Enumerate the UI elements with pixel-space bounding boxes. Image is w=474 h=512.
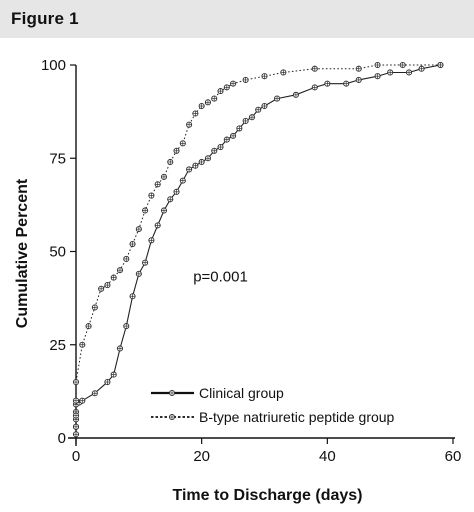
data-point xyxy=(72,431,80,438)
data-point xyxy=(217,144,224,151)
data-point xyxy=(223,84,230,91)
data-point xyxy=(91,390,98,397)
legend-label: B-type natriuretic peptide group xyxy=(199,409,395,425)
data-point xyxy=(116,267,124,274)
data-point xyxy=(437,61,444,69)
data-point xyxy=(198,102,205,110)
data-point xyxy=(248,114,255,121)
data-point xyxy=(387,69,394,76)
data-point xyxy=(192,162,199,169)
data-point xyxy=(142,207,149,214)
data-point xyxy=(123,323,130,330)
data-point xyxy=(186,121,193,128)
data-point xyxy=(374,73,381,80)
data-point xyxy=(292,91,299,98)
figure-header: Figure 1 xyxy=(0,0,474,38)
data-point xyxy=(261,102,268,110)
data-point xyxy=(160,173,168,180)
data-point xyxy=(311,65,318,72)
data-point xyxy=(374,61,381,69)
data-point xyxy=(110,371,117,378)
data-point xyxy=(399,61,406,69)
data-point xyxy=(135,270,142,277)
data-point xyxy=(280,69,287,76)
data-point xyxy=(186,166,193,173)
data-point xyxy=(355,65,362,72)
data-point xyxy=(324,80,331,87)
data-point xyxy=(79,341,86,348)
data-point xyxy=(72,423,80,430)
x-tick-label: 60 xyxy=(445,448,462,465)
data-point xyxy=(167,196,174,203)
data-point xyxy=(242,76,249,83)
data-point xyxy=(198,158,205,166)
data-point xyxy=(179,140,186,147)
data-point xyxy=(173,188,180,195)
data-point xyxy=(179,177,186,184)
data-point xyxy=(154,181,161,188)
data-point xyxy=(135,226,142,233)
y-tick-label: 0 xyxy=(58,430,66,447)
data-point xyxy=(255,106,262,113)
series-bnp xyxy=(72,61,444,430)
data-point xyxy=(261,73,268,80)
legend-marker xyxy=(168,389,176,397)
data-point xyxy=(204,155,211,162)
data-point xyxy=(242,117,249,124)
data-point xyxy=(236,125,243,132)
data-point xyxy=(343,80,350,87)
data-point xyxy=(274,95,281,102)
data-point xyxy=(167,158,174,166)
data-point xyxy=(148,192,155,199)
data-point xyxy=(85,323,92,330)
y-tick-label: 100 xyxy=(41,57,66,74)
series-clinical xyxy=(72,61,444,438)
data-point xyxy=(72,378,80,386)
data-point xyxy=(72,397,80,404)
data-point xyxy=(211,147,218,154)
y-tick-label: 75 xyxy=(49,150,66,167)
data-point xyxy=(116,345,124,352)
data-point xyxy=(217,88,224,95)
chart-legend: Clinical group B-type natriuretic peptide… xyxy=(151,385,395,425)
data-point xyxy=(129,240,136,248)
data-point xyxy=(173,147,180,154)
data-point xyxy=(91,304,98,311)
data-point xyxy=(110,274,117,281)
x-tick-label: 20 xyxy=(193,448,210,465)
y-tick-label: 50 xyxy=(49,244,66,261)
data-point xyxy=(223,136,230,143)
x-axis-title: Time to Discharge (days) xyxy=(173,487,363,504)
data-point xyxy=(211,95,218,102)
data-point xyxy=(192,110,199,117)
figure-title: Figure 1 xyxy=(11,9,79,28)
data-point xyxy=(148,237,155,244)
legend-label: Clinical group xyxy=(199,385,284,401)
data-point xyxy=(355,76,362,83)
data-point xyxy=(160,207,168,214)
data-point xyxy=(104,378,111,386)
data-point xyxy=(123,255,130,263)
x-tick-label: 40 xyxy=(319,448,336,465)
x-tick-label: 0 xyxy=(72,448,80,465)
data-point xyxy=(418,65,425,72)
data-point xyxy=(204,99,211,106)
data-point xyxy=(230,132,237,139)
data-point xyxy=(405,69,413,76)
data-point xyxy=(311,84,318,91)
y-axis-title: Cumulative Percent xyxy=(14,178,31,328)
data-point xyxy=(129,293,136,300)
data-point xyxy=(154,222,161,229)
legend-marker xyxy=(168,413,176,421)
data-point xyxy=(98,285,105,292)
y-tick-label: 25 xyxy=(49,337,66,354)
p-value-annotation: p=0.001 xyxy=(193,268,248,285)
chart-series-layer xyxy=(72,61,444,438)
data-point xyxy=(72,412,80,419)
data-point xyxy=(79,397,86,404)
data-point xyxy=(104,282,111,289)
data-point xyxy=(230,80,237,87)
data-point xyxy=(142,259,149,266)
